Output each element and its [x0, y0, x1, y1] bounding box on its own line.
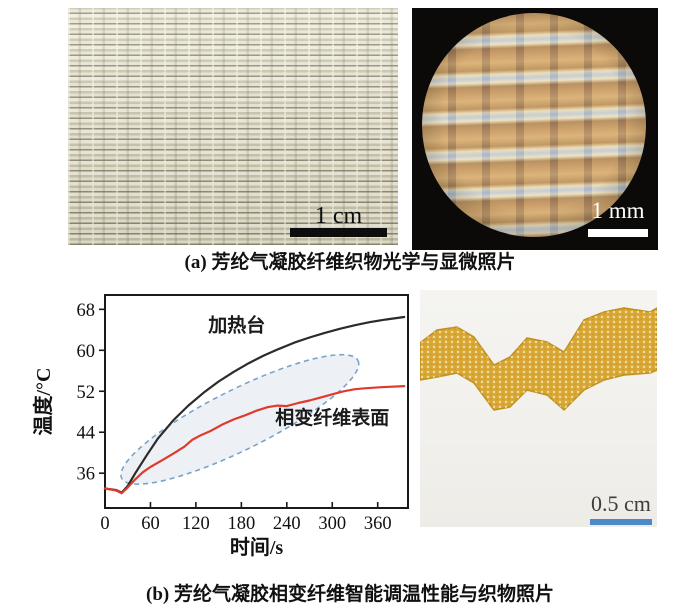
x-tick-label: 360 — [364, 514, 392, 534]
series-label-1: 相变纤维表面 — [275, 406, 389, 429]
scale-bar — [290, 228, 387, 237]
x-tick-label: 120 — [182, 514, 210, 534]
y-axis-label: 温度/°C — [31, 368, 55, 436]
fabric-strip-texture — [420, 308, 657, 410]
highlight-ellipse — [120, 353, 360, 485]
x-tick-label: 0 — [100, 514, 109, 534]
x-tick-label: 300 — [318, 514, 346, 534]
fabric-weave-photo: 1 cm — [68, 8, 398, 245]
y-tick-label: 68 — [77, 301, 96, 321]
curled-fabric-photo: 0.5 cm — [420, 290, 657, 527]
scale-bar-label: 1 cm — [314, 203, 363, 229]
y-tick-label: 44 — [77, 424, 96, 444]
y-tick-label: 36 — [77, 465, 96, 485]
scale-bar — [590, 519, 652, 525]
temperature-chart: 0 60 120 180 240 300 360 36 44 52 60 68 加热台相变纤维表面时间/… — [31, 294, 409, 559]
fabric-strip-illustration — [420, 307, 657, 411]
x-tick-label: 60 — [141, 514, 160, 534]
scale-bar-label: 1 mm — [591, 198, 645, 223]
caption-panel-b: (b) 芳纶气凝胶相变纤维智能调温性能与织物照片 — [146, 584, 554, 605]
caption-panel-a: (a) 芳纶气凝胶纤维织物光学与显微照片 — [184, 252, 516, 273]
x-tick-label: 240 — [273, 514, 301, 534]
series-line-0 — [103, 315, 406, 494]
microscope-photo: 1 mm — [412, 8, 658, 250]
microscope-field-of-view — [422, 13, 646, 237]
scale-bar — [588, 229, 648, 237]
y-tick-label: 60 — [77, 342, 96, 362]
x-axis-label: 时间/s — [230, 536, 284, 559]
series-label-0: 加热台 — [207, 314, 265, 337]
scale-bar-label: 0.5 cm — [591, 491, 651, 516]
x-tick-label: 180 — [227, 514, 255, 534]
series-line-1 — [103, 385, 406, 495]
y-tick-label: 52 — [77, 383, 96, 403]
